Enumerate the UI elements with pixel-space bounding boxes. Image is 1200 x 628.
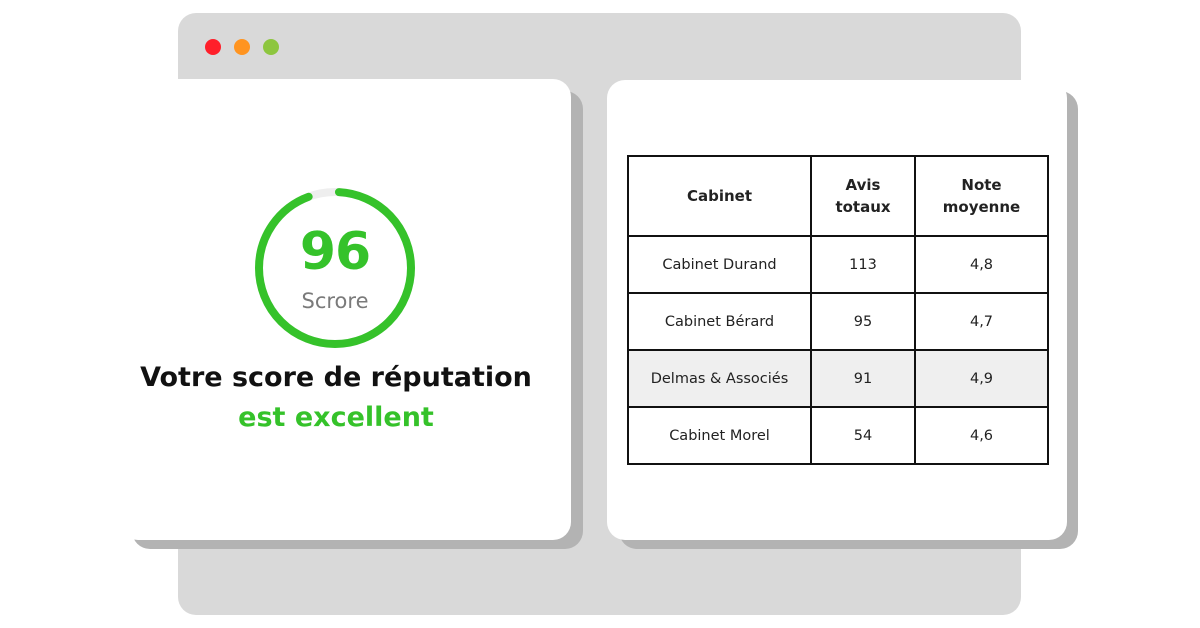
table-header-row: Cabinet Avis totaux Note moyenne bbox=[627, 155, 1049, 237]
cell-reviews: 95 bbox=[810, 292, 916, 351]
table-row: Cabinet Durand 113 4,8 bbox=[627, 235, 1049, 294]
headline: Votre score de réputation est excellent bbox=[120, 358, 552, 438]
cell-name: Cabinet Bérard bbox=[627, 292, 812, 351]
score-label: Scrore bbox=[301, 289, 369, 313]
cell-reviews: 113 bbox=[810, 235, 916, 294]
cell-name: Delmas & Associés bbox=[627, 349, 812, 408]
cell-rating: 4,9 bbox=[914, 349, 1049, 408]
header-reviews: Avis totaux bbox=[810, 155, 916, 237]
close-window-dot[interactable] bbox=[205, 39, 221, 55]
maximize-window-dot[interactable] bbox=[263, 39, 279, 55]
gauge-progress-arc bbox=[255, 188, 415, 348]
score-gauge bbox=[255, 188, 415, 348]
cell-name: Cabinet Durand bbox=[627, 235, 812, 294]
table-row-highlighted: Delmas & Associés 91 4,9 bbox=[627, 349, 1049, 408]
headline-line1: Votre score de réputation bbox=[140, 362, 532, 393]
table-row: Cabinet Morel 54 4,6 bbox=[627, 406, 1049, 465]
cell-rating: 4,8 bbox=[914, 235, 1049, 294]
cell-rating: 4,6 bbox=[914, 406, 1049, 465]
table-row: Cabinet Bérard 95 4,7 bbox=[627, 292, 1049, 351]
score-card bbox=[120, 79, 571, 540]
cell-rating: 4,7 bbox=[914, 292, 1049, 351]
headline-line2: est excellent bbox=[238, 402, 434, 433]
ranking-table: Cabinet Avis totaux Note moyenne Cabinet… bbox=[627, 155, 1049, 465]
header-cabinet: Cabinet bbox=[627, 155, 812, 237]
cell-name: Cabinet Morel bbox=[627, 406, 812, 465]
minimize-window-dot[interactable] bbox=[234, 39, 250, 55]
header-rating: Note moyenne bbox=[914, 155, 1049, 237]
cell-reviews: 91 bbox=[810, 349, 916, 408]
score-value: 96 bbox=[299, 222, 371, 282]
cell-reviews: 54 bbox=[810, 406, 916, 465]
